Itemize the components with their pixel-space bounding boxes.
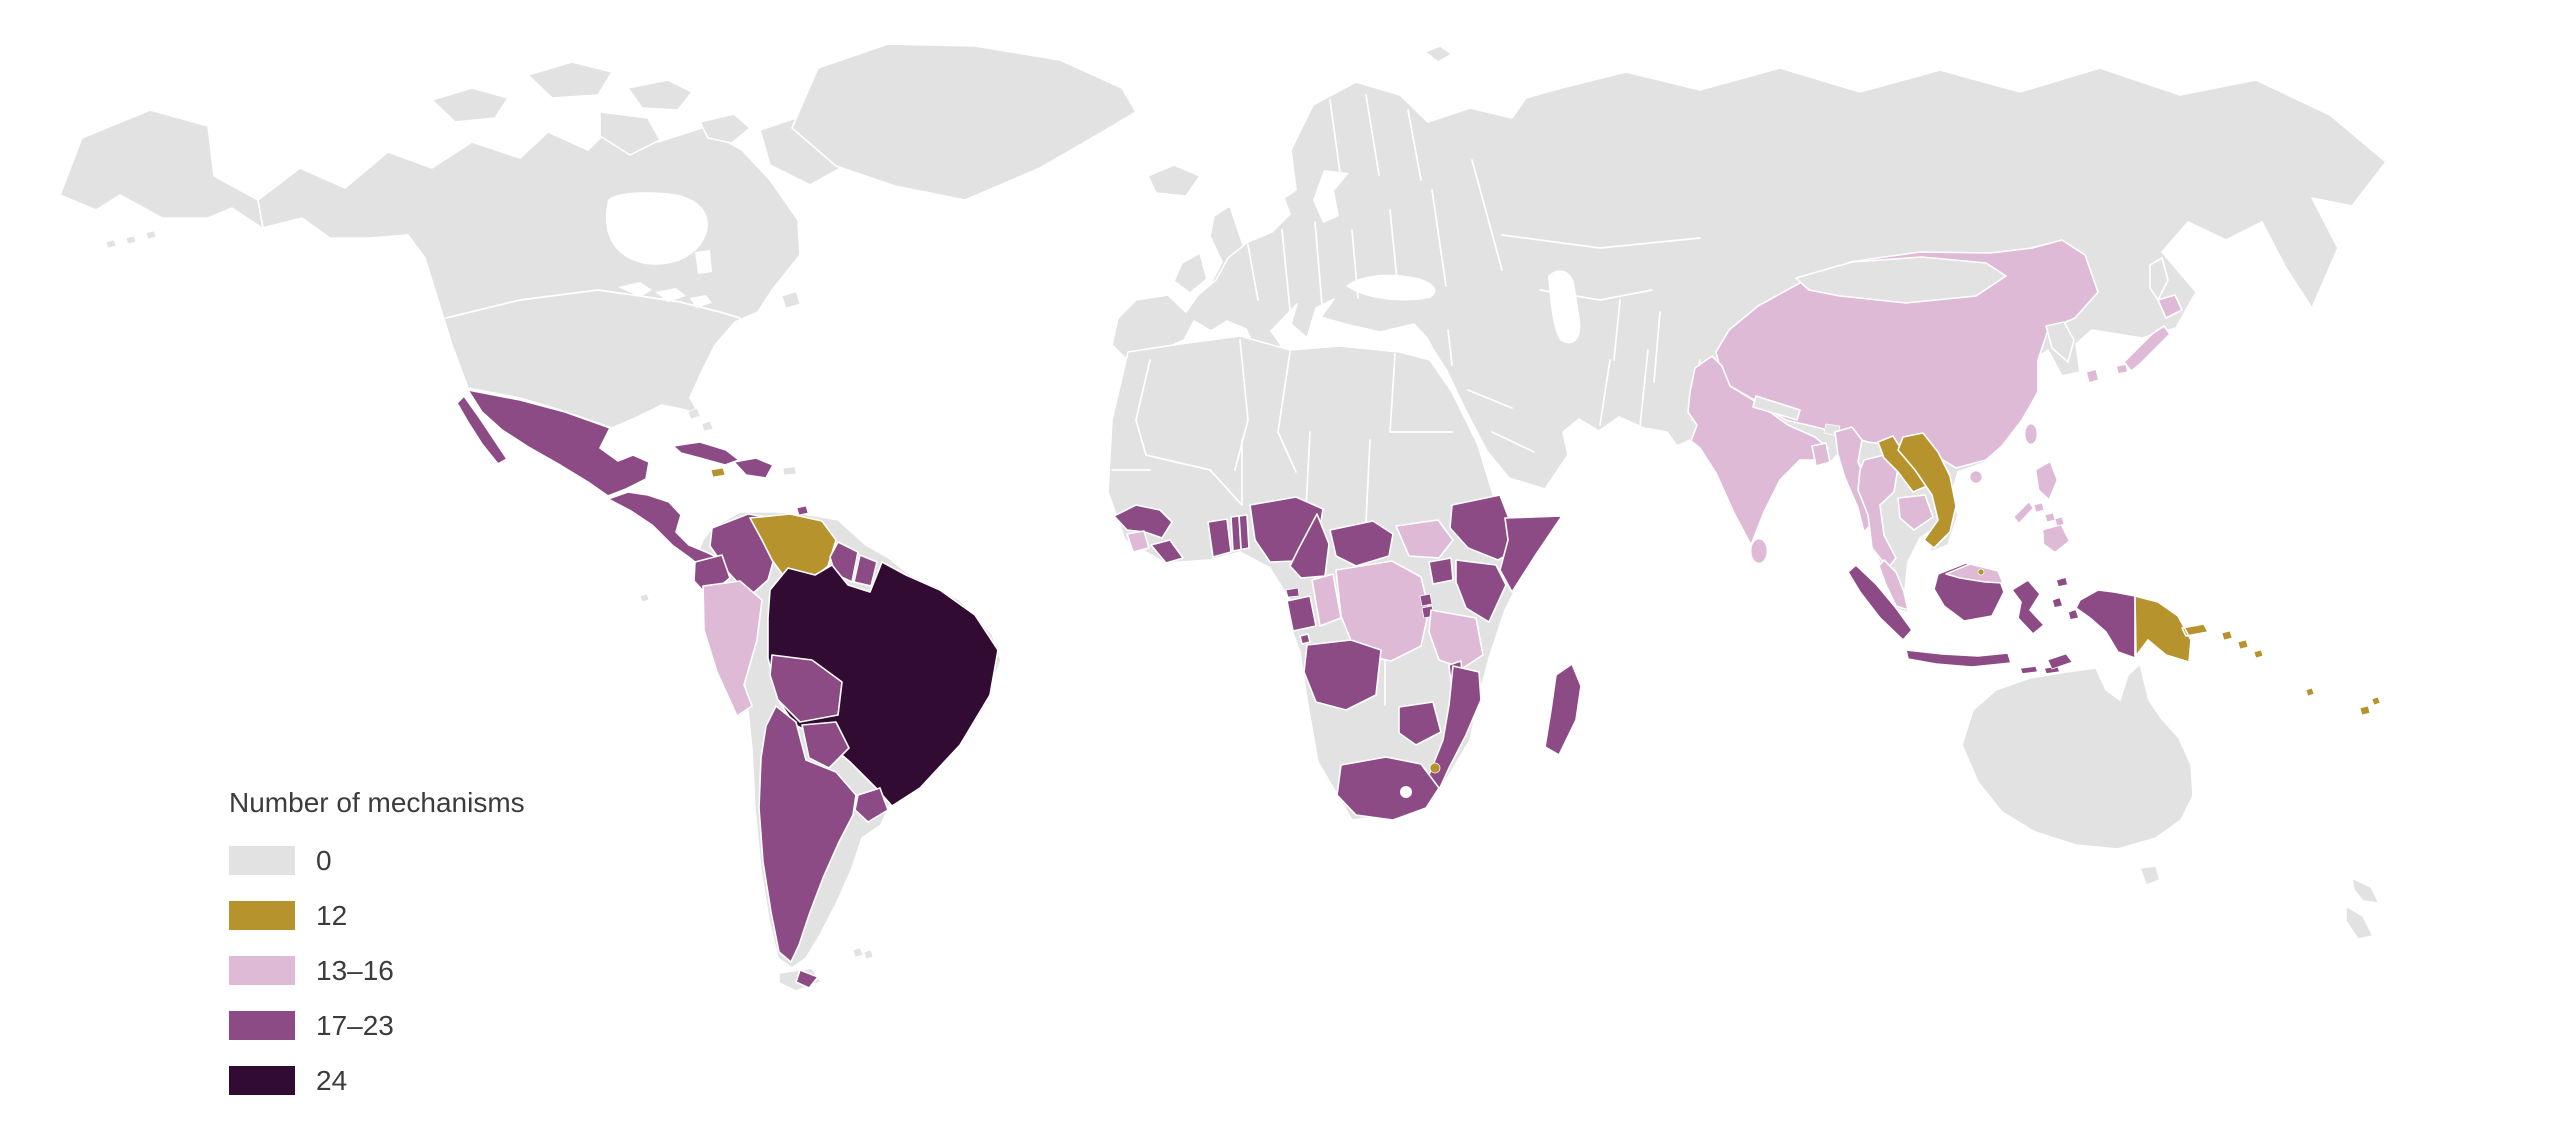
country-cuba xyxy=(672,441,740,466)
country-zimbabwe xyxy=(1398,701,1442,746)
country-madagascar xyxy=(1544,663,1582,756)
country-lesotho xyxy=(1400,786,1412,798)
landmass-greenland xyxy=(791,43,1137,201)
legend-label-12: 12 xyxy=(316,900,348,931)
newfoundland xyxy=(781,291,801,309)
legend-item-12: 12 xyxy=(229,901,525,930)
country-suriname xyxy=(853,554,878,587)
landmass-new-zealand xyxy=(2345,877,2380,940)
country-mongolia xyxy=(1795,256,2007,304)
country-kenya xyxy=(1455,559,1507,623)
great-lakes xyxy=(618,282,712,308)
black-sea xyxy=(1346,274,1436,301)
legend-item-17-23: 17–23 xyxy=(229,1011,525,1040)
region-malaysia-borneo xyxy=(1945,563,2004,584)
country-south-africa xyxy=(1336,756,1440,821)
country-cambodia xyxy=(1897,494,1934,531)
legend: Number of mechanisms 0 12 13–16 17–23 24 xyxy=(229,788,525,1121)
borders-europe xyxy=(1247,94,1503,311)
region-malay-peninsula xyxy=(1878,559,1909,611)
country-angola xyxy=(1299,633,1382,711)
country-borders xyxy=(257,94,1701,706)
country-bangladesh xyxy=(1811,442,1831,467)
region-korea xyxy=(2045,321,2075,363)
country-vietnam xyxy=(1897,432,1957,549)
legend-swatch-24 xyxy=(229,1066,295,1095)
country-japan xyxy=(2085,294,2183,384)
legend-swatch-17-23 xyxy=(229,1011,295,1040)
legend-label-17-23: 17–23 xyxy=(316,1010,394,1041)
country-brunei xyxy=(1977,568,1985,576)
country-taiwan xyxy=(2024,423,2038,445)
legend-swatch-12 xyxy=(229,901,295,930)
baltic-sea xyxy=(1313,170,1349,223)
country-timor-leste xyxy=(2047,653,2073,670)
country-papua-new-guinea xyxy=(2134,595,2209,663)
legend-swatch-13-16 xyxy=(229,956,295,985)
borders-central-asia xyxy=(1447,234,1701,453)
country-mozambique xyxy=(1428,665,1482,791)
puerto-rico xyxy=(782,466,797,476)
country-mexico xyxy=(456,389,650,497)
legend-swatch-0 xyxy=(229,846,295,875)
falkland-islands xyxy=(852,947,874,960)
country-peru xyxy=(702,580,763,717)
country-fiji xyxy=(2359,696,2381,716)
country-gabon xyxy=(1286,595,1317,632)
country-vanuatu xyxy=(2305,687,2315,697)
country-argentina xyxy=(758,705,857,989)
hudson-bay xyxy=(605,192,712,274)
country-ghana xyxy=(1207,518,1232,558)
country-solomon-islands xyxy=(2221,630,2264,659)
legend-item-0: 0 xyxy=(229,846,525,875)
country-nepal xyxy=(1752,395,1801,421)
legend-label-0: 0 xyxy=(316,845,332,876)
country-india xyxy=(1687,355,1829,546)
landmass-iceland xyxy=(1147,164,1201,197)
galapagos-islands xyxy=(639,593,650,603)
legend-item-24: 24 xyxy=(229,1066,525,1095)
country-uganda xyxy=(1428,557,1454,585)
legend-title: Number of mechanisms xyxy=(229,787,525,818)
country-uruguay xyxy=(854,787,889,823)
choropleth-countries xyxy=(456,239,2381,989)
country-china xyxy=(1715,239,2099,469)
legend-label-13-16: 13–16 xyxy=(316,955,394,986)
country-paraguay xyxy=(801,721,850,769)
caspian-sea xyxy=(1548,270,1581,344)
landmass-australia xyxy=(1961,663,2194,850)
country-equatorial-guinea xyxy=(1285,587,1300,598)
country-hispaniola xyxy=(733,457,774,479)
country-jamaica xyxy=(710,467,726,478)
landmass-sakhalin xyxy=(2149,257,2169,301)
country-south-sudan xyxy=(1395,519,1454,559)
bahamas-islands xyxy=(687,407,714,432)
border-us-canada xyxy=(257,199,741,319)
legend-label-24: 24 xyxy=(316,1065,348,1096)
country-trinidad xyxy=(796,505,809,516)
aleutian-islands xyxy=(105,230,157,249)
country-liberia xyxy=(1150,539,1184,564)
borders-north-africa xyxy=(1111,339,1453,706)
inland-seas xyxy=(605,170,1581,344)
country-sri-lanka xyxy=(1750,538,1768,564)
country-sierra-leone xyxy=(1126,530,1150,553)
landmass-ireland xyxy=(1173,252,1208,294)
border-togo-benin xyxy=(1238,515,1242,550)
country-guinea xyxy=(1113,504,1173,539)
country-somalia xyxy=(1499,515,1563,593)
country-dr-congo xyxy=(1335,560,1430,662)
country-eswatini xyxy=(1429,762,1441,774)
country-central-african-republic xyxy=(1329,520,1394,567)
landmass-tasmania xyxy=(2139,865,2161,886)
island-hainan xyxy=(1969,470,1983,484)
country-bolivia xyxy=(769,654,843,723)
landmass-north-america xyxy=(59,109,801,429)
legend-item-13-16: 13–16 xyxy=(229,956,525,985)
country-indonesia xyxy=(1847,562,2136,675)
country-philippines xyxy=(2013,461,2070,553)
